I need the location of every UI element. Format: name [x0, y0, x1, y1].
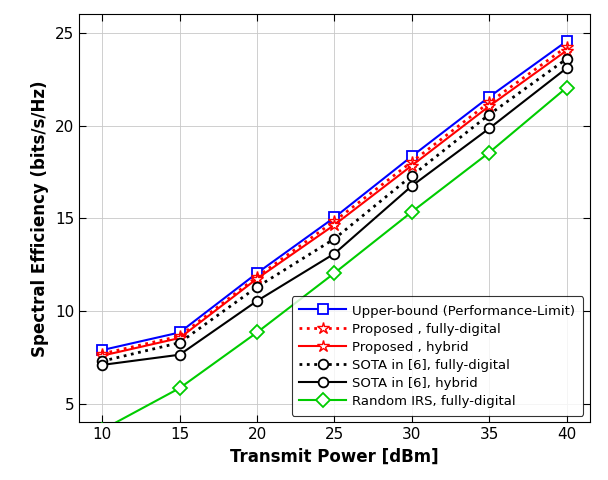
Line: SOTA in [6], hybrid: SOTA in [6], hybrid: [97, 63, 572, 370]
SOTA in [6], hybrid: [486, 126, 493, 132]
SOTA in [6], hybrid: [176, 352, 183, 358]
Proposed , fully-digital: [486, 100, 493, 106]
SOTA in [6], fully-digital: [254, 284, 261, 290]
Y-axis label: Spectral Efficiency (bits/s/Hz): Spectral Efficiency (bits/s/Hz): [32, 80, 49, 357]
SOTA in [6], fully-digital: [176, 340, 183, 346]
Proposed , hybrid: [254, 276, 261, 282]
Random IRS, fully-digital: [486, 150, 493, 156]
Proposed , fully-digital: [408, 159, 415, 165]
SOTA in [6], fully-digital: [408, 173, 415, 179]
Line: Random IRS, fully-digital: Random IRS, fully-digital: [97, 83, 572, 435]
Proposed , hybrid: [98, 353, 106, 359]
Upper-bound (Performance-Limit): [408, 154, 415, 159]
Random IRS, fully-digital: [331, 270, 338, 276]
SOTA in [6], fully-digital: [98, 358, 106, 364]
Proposed , hybrid: [563, 48, 570, 53]
Proposed , fully-digital: [98, 351, 106, 357]
Upper-bound (Performance-Limit): [98, 347, 106, 353]
Random IRS, fully-digital: [408, 209, 415, 215]
Upper-bound (Performance-Limit): [563, 38, 570, 44]
SOTA in [6], fully-digital: [331, 236, 338, 241]
Random IRS, fully-digital: [98, 427, 106, 432]
Line: Proposed , hybrid: Proposed , hybrid: [96, 44, 573, 362]
SOTA in [6], hybrid: [331, 251, 338, 256]
Proposed , fully-digital: [563, 44, 570, 50]
Proposed , fully-digital: [331, 218, 338, 224]
X-axis label: Transmit Power [dBm]: Transmit Power [dBm]: [230, 448, 439, 466]
Upper-bound (Performance-Limit): [176, 330, 183, 336]
Proposed , hybrid: [408, 163, 415, 168]
Proposed , fully-digital: [176, 333, 183, 339]
Proposed , hybrid: [331, 222, 338, 228]
Line: Proposed , fully-digital: Proposed , fully-digital: [96, 41, 573, 360]
Upper-bound (Performance-Limit): [486, 94, 493, 100]
Random IRS, fully-digital: [176, 385, 183, 391]
SOTA in [6], hybrid: [408, 183, 415, 189]
Upper-bound (Performance-Limit): [331, 215, 338, 220]
Proposed , hybrid: [176, 335, 183, 341]
SOTA in [6], hybrid: [563, 65, 570, 71]
Proposed , fully-digital: [254, 274, 261, 280]
SOTA in [6], fully-digital: [563, 56, 570, 62]
SOTA in [6], hybrid: [254, 298, 261, 304]
Upper-bound (Performance-Limit): [254, 270, 261, 276]
Random IRS, fully-digital: [563, 85, 570, 91]
SOTA in [6], hybrid: [98, 362, 106, 368]
Line: SOTA in [6], fully-digital: SOTA in [6], fully-digital: [97, 54, 572, 366]
Random IRS, fully-digital: [254, 330, 261, 336]
Proposed , hybrid: [486, 103, 493, 109]
SOTA in [6], fully-digital: [486, 112, 493, 118]
Line: Upper-bound (Performance-Limit): Upper-bound (Performance-Limit): [97, 36, 572, 355]
Legend: Upper-bound (Performance-Limit), Proposed , fully-digital, Proposed , hybrid, SO: Upper-bound (Performance-Limit), Propose…: [292, 296, 583, 416]
